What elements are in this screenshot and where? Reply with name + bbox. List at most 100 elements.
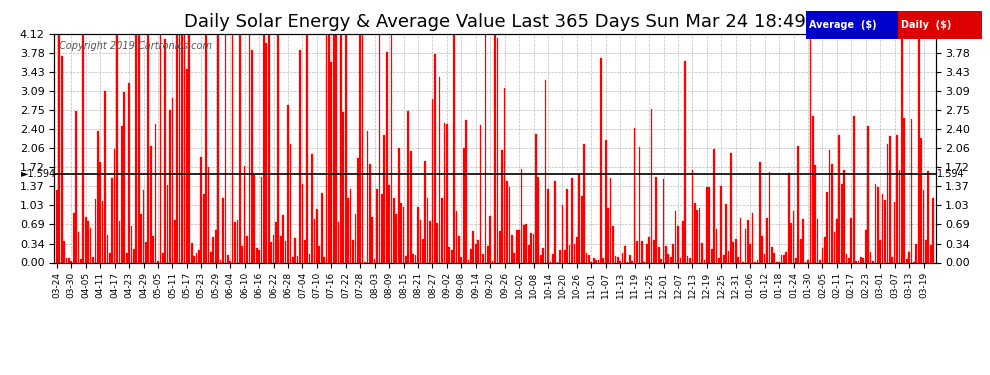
Bar (68, 258, 69, 262)
Bar (891, 256, 893, 262)
Bar (388, 184, 390, 262)
Bar (104, 91, 106, 262)
Bar (815, 165, 816, 262)
Bar (437, 224, 438, 262)
Bar (781, 255, 782, 262)
Bar (133, 249, 135, 262)
Bar (687, 256, 688, 262)
Bar (63, 241, 65, 262)
Bar (255, 248, 257, 262)
Bar (179, 34, 180, 262)
Bar (605, 140, 607, 262)
Bar (292, 257, 294, 262)
Bar (653, 240, 654, 262)
Bar (119, 220, 121, 262)
Bar (309, 254, 311, 262)
Bar (716, 229, 718, 262)
Bar (918, 34, 920, 262)
Bar (728, 251, 730, 262)
Bar (650, 109, 652, 262)
Bar (282, 215, 284, 262)
Bar (58, 34, 60, 262)
Bar (393, 198, 395, 262)
Bar (467, 260, 469, 262)
Bar (660, 259, 662, 262)
Bar (213, 237, 214, 262)
Bar (696, 210, 698, 262)
Bar (672, 244, 674, 262)
Bar (316, 209, 318, 262)
Bar (598, 260, 599, 262)
Bar (768, 172, 770, 262)
Bar (218, 34, 219, 262)
Bar (571, 178, 573, 262)
Bar (595, 260, 597, 262)
Bar (159, 34, 161, 262)
Bar (521, 170, 523, 262)
Bar (248, 34, 250, 262)
Bar (726, 204, 727, 262)
Bar (311, 153, 313, 262)
Text: Daily  ($): Daily ($) (901, 21, 951, 30)
Bar (518, 230, 520, 262)
Bar (181, 34, 183, 262)
Bar (333, 34, 335, 262)
Bar (371, 217, 373, 262)
Bar (497, 38, 498, 262)
Bar (270, 242, 272, 262)
Bar (472, 231, 474, 262)
Bar (480, 125, 481, 262)
Bar (415, 255, 417, 262)
Bar (586, 253, 587, 262)
Bar (632, 261, 633, 262)
Bar (410, 151, 412, 262)
Bar (790, 223, 792, 262)
Bar (239, 34, 241, 262)
Bar (152, 236, 154, 262)
Bar (359, 34, 361, 262)
Bar (684, 61, 686, 262)
Bar (275, 222, 277, 262)
Bar (925, 240, 927, 262)
Bar (583, 144, 585, 262)
Bar (805, 261, 807, 262)
Bar (634, 128, 636, 262)
Bar (852, 116, 854, 262)
Bar (174, 220, 175, 262)
Bar (610, 178, 612, 262)
Bar (92, 257, 94, 262)
Bar (417, 207, 419, 262)
Bar (865, 230, 866, 262)
Bar (711, 249, 713, 262)
Bar (314, 219, 315, 262)
Bar (499, 231, 501, 262)
Bar (554, 181, 556, 262)
Bar (65, 258, 67, 262)
Bar (896, 135, 898, 262)
Bar (802, 219, 804, 262)
Bar (349, 189, 351, 262)
Bar (788, 172, 790, 262)
Bar (561, 206, 563, 262)
Bar (735, 238, 737, 262)
Bar (494, 34, 496, 262)
Bar (242, 246, 244, 262)
Bar (718, 258, 720, 262)
Bar (56, 190, 57, 262)
Bar (126, 254, 128, 262)
Bar (677, 226, 679, 262)
Bar (453, 34, 455, 262)
Bar (391, 34, 392, 262)
Bar (338, 222, 340, 262)
Bar (227, 255, 229, 262)
Bar (196, 253, 197, 262)
Bar (328, 34, 330, 262)
Bar (492, 261, 493, 262)
Bar (230, 261, 231, 262)
Bar (908, 252, 910, 262)
Bar (381, 194, 383, 262)
Bar (509, 187, 510, 262)
Bar (357, 158, 358, 262)
Bar (877, 187, 878, 262)
Bar (354, 213, 356, 262)
